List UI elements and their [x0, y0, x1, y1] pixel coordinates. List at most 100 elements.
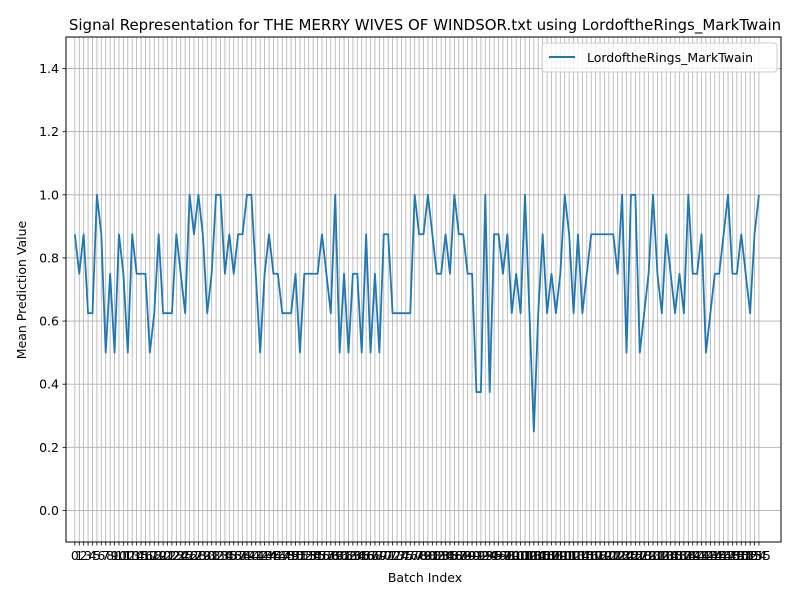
x-tick-label: 120 — [593, 548, 617, 563]
x-tick-label: 97 — [495, 548, 511, 563]
x-tick-label: 12 — [120, 548, 136, 563]
x-tick-label: 10 — [111, 548, 127, 563]
x-tick-label: 73 — [389, 548, 405, 563]
x-tick-label: 109 — [544, 548, 568, 563]
legend: LordoftheRings_MarkTwain — [541, 42, 778, 73]
x-tick-label: 63 — [345, 548, 361, 563]
x-tick-label: 4 — [89, 548, 97, 563]
x-tick-label: 27 — [186, 548, 202, 563]
y-tick-label: 1.4 — [39, 61, 59, 76]
x-tick-label: 1 — [75, 548, 83, 563]
x-tick-label: 28 — [190, 548, 206, 563]
x-tick-label: 57 — [318, 548, 334, 563]
x-tick-label: 35 — [221, 548, 237, 563]
x-tick-label: 9 — [111, 548, 119, 563]
chart-title: Signal Representation for THE MERRY WIVE… — [69, 16, 781, 35]
x-tick-label: 101 — [509, 548, 533, 563]
x-tick-label: 41 — [248, 548, 264, 563]
x-tick-label: 127 — [623, 548, 647, 563]
x-tick-label: 43 — [257, 548, 273, 563]
x-tick-label: 24 — [173, 548, 189, 563]
x-tick-label: 138 — [672, 548, 696, 563]
x-tick-label: 45 — [265, 548, 281, 563]
x-tick-label: 76 — [402, 548, 418, 563]
x-tick-label: 104 — [522, 548, 546, 563]
x-tick-label: 122 — [601, 548, 625, 563]
y-tick-label: 0.8 — [39, 250, 59, 265]
x-tick-label: 144 — [698, 548, 722, 563]
x-tick-label: 64 — [349, 548, 365, 563]
x-tick-label: 53 — [301, 548, 317, 563]
x-tick-label: 19 — [151, 548, 167, 563]
x-tick-label: 83 — [433, 548, 449, 563]
x-tick-label: 66 — [358, 548, 374, 563]
x-tick-label: 61 — [336, 548, 352, 563]
x-tick-label: 26 — [182, 548, 198, 563]
x-tick-label: 88 — [455, 548, 471, 563]
x-tick-label: 49 — [283, 548, 299, 563]
x-tick-label: 96 — [491, 548, 507, 563]
x-axis-label: Batch Index — [388, 570, 462, 585]
x-tick-label: 99 — [504, 548, 520, 563]
x-tick-label: 16 — [137, 548, 153, 563]
x-tick-label: 38 — [235, 548, 251, 563]
x-tick-label: 5 — [93, 548, 101, 563]
x-tick-label: 6 — [97, 548, 105, 563]
x-tick-label: 44 — [261, 548, 277, 563]
x-tick-label: 128 — [628, 548, 652, 563]
x-tick-label: 11 — [115, 548, 131, 563]
x-tick-label: 15 — [133, 548, 149, 563]
x-tick-label: 40 — [243, 548, 259, 563]
x-tick-label: 0 — [71, 548, 79, 563]
x-tick-label: 42 — [252, 548, 268, 563]
x-tick-label: 30 — [199, 548, 215, 563]
x-tick-label: 52 — [296, 548, 312, 563]
x-tick-label: 145 — [703, 548, 727, 563]
x-tick-label: 155 — [747, 548, 771, 563]
x-tick-label: 154 — [743, 548, 767, 563]
x-tick-label: 106 — [531, 548, 555, 563]
y-tick-label: 0.4 — [39, 377, 59, 392]
legend-box — [541, 42, 778, 73]
x-axis: 0123456789101112131415161718192021222324… — [71, 542, 771, 563]
x-tick-label: 103 — [517, 548, 541, 563]
x-tick-label: 55 — [310, 548, 326, 563]
x-tick-label: 94 — [482, 548, 498, 563]
x-tick-label: 146 — [707, 548, 731, 563]
x-tick-label: 82 — [429, 548, 445, 563]
x-tick-label: 51 — [292, 548, 308, 563]
x-tick-label: 20 — [155, 548, 171, 563]
x-tick-label: 117 — [579, 548, 603, 563]
x-tick-label: 79 — [416, 548, 432, 563]
x-tick-label: 110 — [548, 548, 572, 563]
x-tick-label: 129 — [632, 548, 656, 563]
x-tick-label: 112 — [557, 548, 581, 563]
x-tick-label: 78 — [411, 548, 427, 563]
legend-entry: LordoftheRings_MarkTwain — [587, 50, 753, 65]
x-tick-label: 17 — [142, 548, 158, 563]
x-tick-label: 135 — [659, 548, 683, 563]
x-tick-label: 21 — [160, 548, 176, 563]
x-tick-label: 81 — [424, 548, 440, 563]
x-tick-label: 102 — [513, 548, 537, 563]
x-tick-label: 46 — [270, 548, 286, 563]
x-tick-label: 18 — [146, 548, 162, 563]
x-tick-label: 92 — [473, 548, 489, 563]
x-tick-label: 152 — [734, 548, 758, 563]
x-tick-label: 47 — [274, 548, 290, 563]
x-tick-label: 141 — [685, 548, 709, 563]
x-tick-label: 108 — [540, 548, 564, 563]
x-tick-label: 134 — [654, 548, 678, 563]
x-tick-label: 151 — [729, 548, 753, 563]
x-tick-label: 80 — [420, 548, 436, 563]
x-tick-label: 133 — [650, 548, 674, 563]
x-tick-label: 116 — [575, 548, 599, 563]
x-tick-label: 111 — [553, 548, 577, 563]
x-tick-label: 69 — [371, 548, 387, 563]
x-tick-label: 68 — [367, 548, 383, 563]
x-tick-label: 60 — [332, 548, 348, 563]
x-tick-label: 50 — [288, 548, 304, 563]
y-axis: 0.0 0.2 0.4 0.6 0.8 1.0 1.2 1.4 — [39, 61, 66, 518]
y-tick-label: 0.0 — [39, 503, 59, 518]
